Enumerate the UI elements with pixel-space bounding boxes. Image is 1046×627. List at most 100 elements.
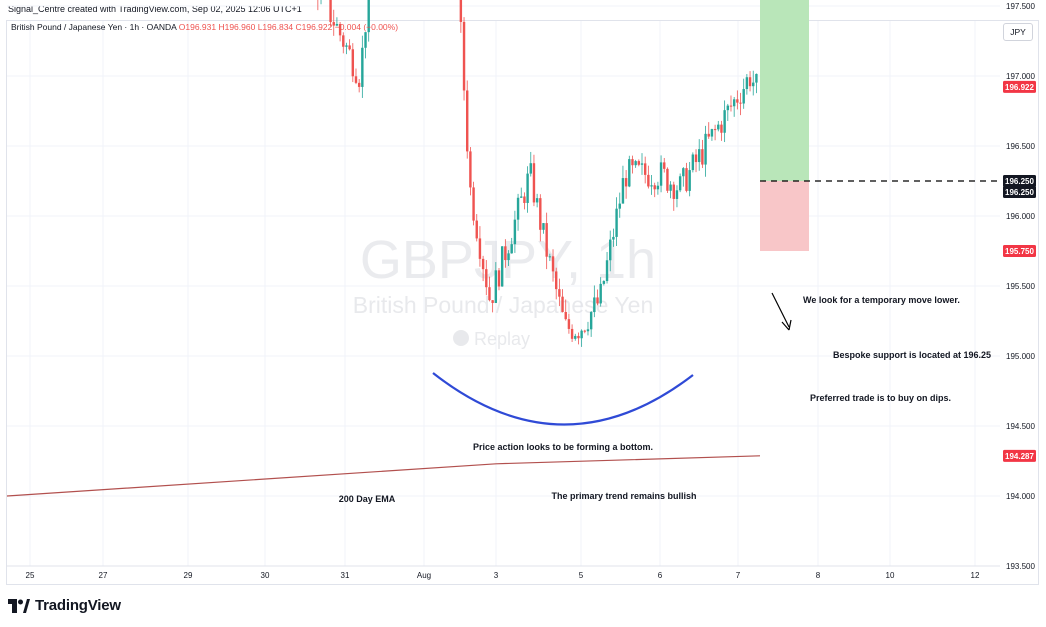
candle-body — [694, 154, 698, 163]
x-tick-label: 10 — [886, 571, 895, 580]
candles — [317, 0, 758, 347]
candle-body — [520, 196, 523, 198]
candle-body — [526, 173, 529, 203]
ema-line — [6, 455, 761, 497]
candle-body — [618, 203, 621, 209]
y-tick-label: 196.000 — [1006, 212, 1035, 221]
x-tick-label: 29 — [184, 571, 193, 580]
price-tag-label: 196.922 — [1005, 83, 1034, 92]
x-tick-label: 12 — [971, 571, 980, 580]
candle-body — [637, 161, 641, 165]
annotation-text: We look for a temporary move lower. — [803, 295, 960, 305]
candle-body — [529, 163, 532, 174]
candle-body — [732, 99, 736, 107]
candle-body — [348, 45, 351, 50]
candle-body — [357, 82, 361, 87]
x-tick-label: 6 — [658, 571, 663, 580]
tradingview-logo-icon — [8, 598, 30, 613]
candle-body — [469, 151, 472, 188]
candle-body — [504, 246, 507, 261]
legend-ohlc: O196.931 H196.960 L196.834 C196.922 −0.0… — [178, 22, 399, 32]
candle-body — [459, 0, 463, 22]
candle-body — [688, 170, 691, 191]
price-tag-label: 194.287 — [1005, 452, 1034, 461]
candle-body — [745, 77, 749, 90]
candle-body — [586, 329, 590, 332]
candle-body — [612, 236, 615, 240]
candle-body — [605, 260, 609, 282]
tradingview-logo-text: TradingView — [35, 597, 121, 614]
price-tags: 198.700198.250198.250196.250196.250196.9… — [1003, 80, 1036, 462]
candle-body — [640, 163, 644, 165]
candle-body — [678, 176, 682, 191]
candle-body — [739, 102, 742, 104]
bottom-curve — [432, 372, 694, 426]
candle-body — [682, 168, 685, 177]
candle-body — [643, 163, 647, 175]
y-tick-label: 196.500 — [1006, 142, 1035, 151]
candle-body — [354, 76, 358, 83]
y-tick-label: 194.500 — [1006, 422, 1035, 431]
candle-body — [736, 99, 739, 103]
tradingview-logo[interactable]: TradingView — [8, 597, 121, 614]
candle-body — [338, 24, 342, 36]
target-zone — [760, 0, 809, 181]
candle-body — [755, 73, 758, 83]
candle-body — [510, 244, 513, 254]
candle-body — [488, 287, 491, 301]
currency-button[interactable]: JPY — [1003, 23, 1033, 41]
candle-body — [332, 22, 335, 26]
candle-body — [634, 161, 637, 166]
watermark-description: British Pound / Japanese Yen — [353, 292, 654, 318]
candle-body — [698, 149, 701, 163]
candle-body — [500, 246, 504, 287]
candle-body — [545, 223, 548, 257]
candle-body — [513, 219, 517, 245]
candle-body — [631, 159, 634, 166]
candle-body — [650, 185, 653, 187]
price-tag — [1003, 175, 1036, 187]
candle-body — [551, 256, 555, 272]
x-tick-label: 7 — [736, 571, 741, 580]
candle-body — [628, 159, 631, 187]
candle-body — [685, 168, 688, 191]
candle-body — [656, 185, 660, 190]
candle-body — [462, 21, 466, 91]
x-tick-label: Aug — [417, 571, 431, 580]
x-tick-label: 5 — [579, 571, 584, 580]
annotations: We look for a temporary move lower. Bespo… — [339, 292, 991, 504]
candle-body — [478, 238, 482, 259]
candle-body — [494, 270, 498, 303]
y-tick-label: 195.000 — [1006, 352, 1035, 361]
candle-body — [539, 198, 542, 230]
candle-body — [717, 124, 720, 130]
candle-body — [653, 185, 656, 190]
candle-body — [713, 129, 717, 131]
candle-body — [561, 296, 564, 312]
ema-200-line — [6, 455, 761, 497]
candle-body — [609, 239, 612, 261]
candle-body — [548, 256, 552, 258]
candle-body — [621, 178, 625, 204]
candle-body — [532, 163, 536, 203]
candle-body — [564, 311, 567, 320]
candle-body — [726, 105, 730, 111]
price-levels — [760, 180, 1000, 182]
candle-body — [748, 77, 752, 87]
candle-body — [329, 0, 332, 23]
candle-body — [361, 47, 364, 87]
price-tag-label: 196.250 — [1005, 177, 1034, 186]
replay-icon — [453, 330, 469, 346]
candle-body — [710, 129, 714, 137]
x-tick-label: 31 — [341, 571, 350, 580]
down-arrow-line — [771, 292, 790, 328]
candle-body — [666, 168, 669, 191]
annotation-text: Price action looks to be forming a botto… — [473, 442, 653, 452]
price-tag — [1003, 245, 1036, 257]
x-axis: 25 27 29 30 31 Aug 3 5 6 7 8 10 12 — [7, 565, 1000, 580]
grid-lines — [7, 5, 1000, 567]
ema-label: 200 Day EMA — [339, 494, 396, 504]
candle-body — [691, 154, 695, 171]
candle-body — [472, 187, 475, 221]
